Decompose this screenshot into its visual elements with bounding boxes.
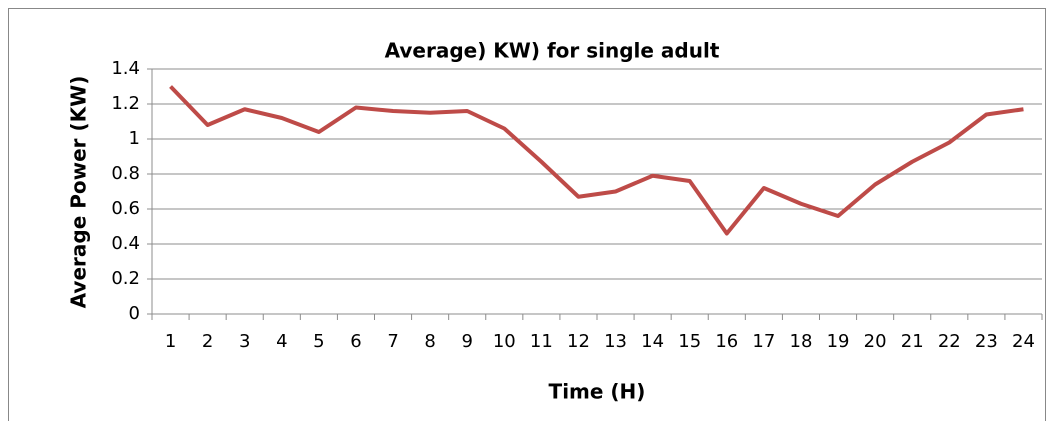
x-tick-label: 19: [827, 331, 850, 352]
x-tick-label: 7: [387, 331, 398, 352]
x-tick-label: 21: [901, 331, 924, 352]
chart-title: Average) KW) for single adult: [385, 39, 720, 63]
y-tick-label: 0.2: [111, 268, 140, 289]
y-tick-label: 1.4: [111, 58, 140, 79]
x-tick-label: 2: [202, 331, 213, 352]
y-tick-label: 0.4: [111, 233, 140, 254]
x-tick-label: 9: [461, 331, 472, 352]
x-tick-label: 4: [276, 331, 287, 352]
x-tick-label: 13: [604, 331, 627, 352]
x-tick-label: 17: [752, 331, 775, 352]
data-line: [169, 85, 1024, 236]
y-tick-label: 0.8: [111, 163, 140, 184]
x-tick-label: 11: [530, 331, 553, 352]
x-tick-label: 6: [350, 331, 361, 352]
x-tick-label: 5: [313, 331, 324, 352]
x-tick-label: 16: [715, 331, 738, 352]
x-tick-label: 22: [938, 331, 961, 352]
x-axis-label: Time (H): [549, 380, 646, 404]
x-tick-label: 14: [641, 331, 664, 352]
x-tick-label: 23: [975, 331, 998, 352]
y-tick-label: 0.6: [111, 198, 140, 219]
y-tick-label: 1: [129, 128, 140, 149]
x-tick-label: 1: [165, 331, 176, 352]
x-tick-label: 10: [493, 331, 516, 352]
x-tick-label: 3: [239, 331, 250, 352]
y-tick-label: 0: [129, 303, 140, 324]
chart-border: [8, 8, 1046, 421]
x-tick-label: 24: [1012, 331, 1035, 352]
x-tick-label: 15: [678, 331, 701, 352]
x-tick-label: 20: [864, 331, 887, 352]
y-tick-label: 1.2: [111, 93, 140, 114]
x-tick-label: 12: [567, 331, 590, 352]
y-axis-label: Average Power (KW): [67, 76, 91, 309]
x-tick-label: 8: [424, 331, 435, 352]
x-tick-label: 18: [790, 331, 813, 352]
